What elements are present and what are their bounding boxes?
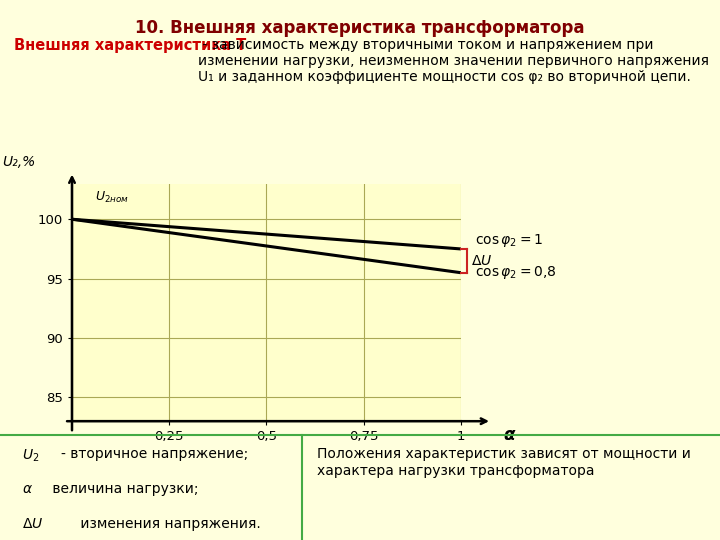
Text: - вторичное напряжение;: - вторичное напряжение; bbox=[61, 447, 248, 461]
Text: $\Delta U$: $\Delta U$ bbox=[22, 517, 43, 531]
Text: 10. Внешняя характеристика трансформатора: 10. Внешняя характеристика трансформатор… bbox=[135, 19, 585, 37]
Text: $\cos\varphi_2 = 0{,}8$: $\cos\varphi_2 = 0{,}8$ bbox=[475, 264, 557, 281]
Text: $U_2$: $U_2$ bbox=[22, 447, 39, 464]
Text: U₂,%: U₂,% bbox=[2, 156, 35, 170]
Text: $\alpha$: $\alpha$ bbox=[22, 482, 32, 496]
Text: Положения характеристик зависят от мощности и характера нагрузки трансформатора: Положения характеристик зависят от мощно… bbox=[317, 447, 690, 477]
Text: - зависимость между вторичными током и напряжением при изменении нагрузки, неизм: - зависимость между вторичными током и н… bbox=[197, 38, 708, 84]
Text: $\cos\varphi_2 = 1$: $\cos\varphi_2 = 1$ bbox=[475, 232, 543, 249]
Text: изменения напряжения.: изменения напряжения. bbox=[76, 517, 261, 531]
Text: $U_{2ном}$: $U_{2ном}$ bbox=[95, 190, 130, 205]
Text: величина нагрузки;: величина нагрузки; bbox=[48, 482, 198, 496]
Text: $\Delta U$: $\Delta U$ bbox=[471, 254, 492, 268]
Text: Внешняя характеристика Т: Внешняя характеристика Т bbox=[14, 38, 247, 53]
Text: α: α bbox=[503, 427, 515, 444]
